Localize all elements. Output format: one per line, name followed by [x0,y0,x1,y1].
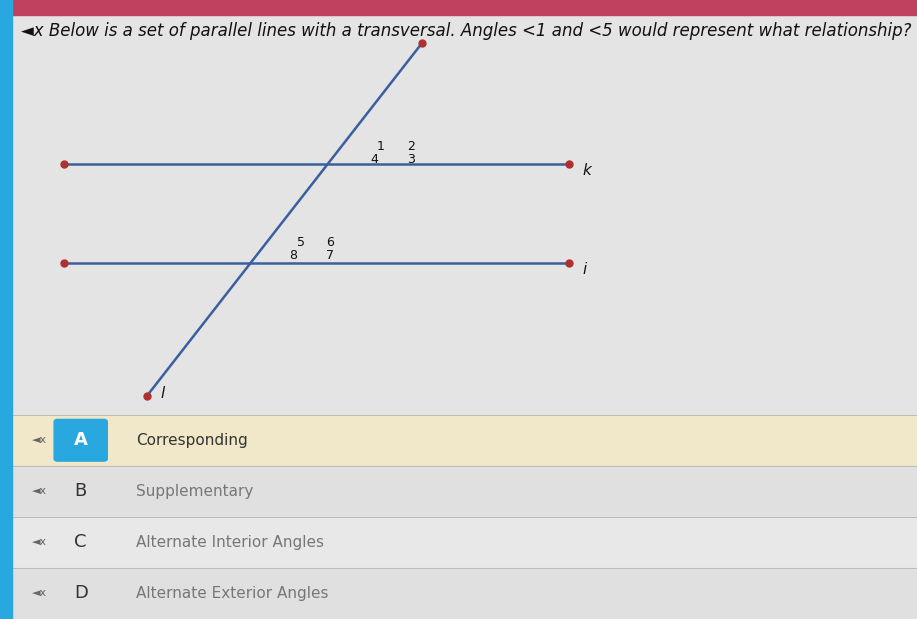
Bar [12,15,917,415]
Text: 1: 1 [377,140,384,154]
Bar [0,0,12,619]
Text: Corresponding: Corresponding [136,433,248,448]
Bar [12,568,917,619]
Text: A: A [73,431,88,449]
Bar [12,517,917,568]
Text: i: i [582,262,587,277]
Bar [12,465,917,517]
Text: ◄x: ◄x [32,435,47,445]
Text: ◄x: ◄x [32,589,47,599]
Text: D: D [73,584,88,602]
Text: 6: 6 [326,236,334,249]
Bar [12,415,917,465]
Text: Alternate Interior Angles: Alternate Interior Angles [136,535,324,550]
Text: C: C [74,534,87,552]
FancyBboxPatch shape [54,420,107,461]
Text: 3: 3 [407,153,414,167]
Text: B: B [74,482,87,500]
Text: ◄x: ◄x [32,537,47,547]
Text: 8: 8 [290,248,297,262]
Text: Supplementary: Supplementary [136,484,253,499]
Text: 2: 2 [407,140,414,154]
Text: 7: 7 [326,248,334,262]
Text: l: l [160,386,165,400]
Text: Alternate Exterior Angles: Alternate Exterior Angles [136,586,328,601]
Text: 5: 5 [297,236,304,249]
Text: k: k [582,163,591,178]
Text: 4: 4 [370,153,378,167]
Text: ◄x: ◄x [32,487,47,496]
Text: ◄x Below is a set of parallel lines with a transversal. Angles <1 and <5 would r: ◄x Below is a set of parallel lines with… [21,22,911,40]
Bar [0,0,917,15]
